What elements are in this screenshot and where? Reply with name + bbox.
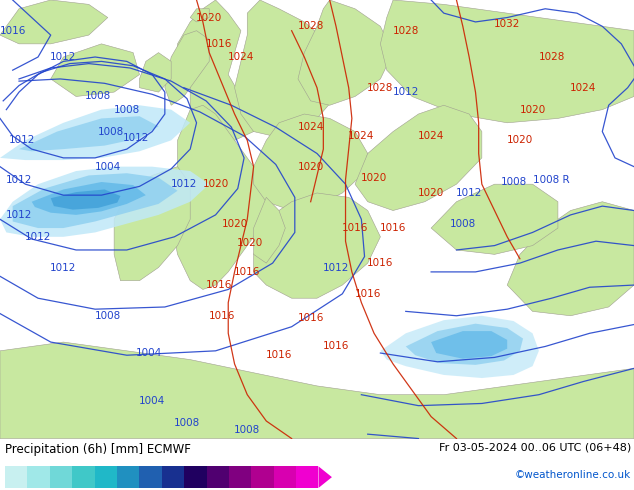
Text: 1012: 1012 <box>6 210 32 220</box>
Polygon shape <box>0 167 209 237</box>
Text: 1016: 1016 <box>380 223 406 233</box>
Text: 1024: 1024 <box>228 52 254 62</box>
Bar <box>162 466 184 488</box>
Text: Precipitation (6h) [mm] ECMWF: Precipitation (6h) [mm] ECMWF <box>5 442 191 456</box>
Text: 1020: 1020 <box>507 135 533 146</box>
Polygon shape <box>406 324 523 365</box>
Text: 1016: 1016 <box>367 258 394 268</box>
Text: Fr 03-05-2024 00..06 UTC (06+48): Fr 03-05-2024 00..06 UTC (06+48) <box>439 442 631 453</box>
Text: 1028: 1028 <box>297 21 324 31</box>
Text: 1020: 1020 <box>237 239 264 248</box>
Text: 1008: 1008 <box>85 92 112 101</box>
Bar <box>229 466 251 488</box>
Bar <box>251 466 274 488</box>
Polygon shape <box>19 116 158 151</box>
Bar <box>94 466 117 488</box>
Text: 1008: 1008 <box>500 177 527 187</box>
Text: 1016: 1016 <box>323 342 349 351</box>
Text: 1020: 1020 <box>519 105 546 115</box>
Text: 1016: 1016 <box>0 25 26 36</box>
Text: 1004: 1004 <box>139 396 165 406</box>
Text: 1028: 1028 <box>538 52 565 62</box>
Text: 1016: 1016 <box>209 311 235 321</box>
Text: 1012: 1012 <box>323 263 349 272</box>
Text: 1004: 1004 <box>136 348 162 358</box>
Text: 1012: 1012 <box>392 87 419 97</box>
Text: 1020: 1020 <box>221 219 248 229</box>
Polygon shape <box>32 182 146 215</box>
Text: 1016: 1016 <box>342 223 368 233</box>
Text: 1024: 1024 <box>348 131 375 141</box>
Text: 1020: 1020 <box>297 162 324 172</box>
Bar <box>139 466 162 488</box>
Text: 1016: 1016 <box>205 280 232 290</box>
Text: 1008: 1008 <box>113 105 140 115</box>
Text: 1012: 1012 <box>50 263 77 272</box>
Text: 1012: 1012 <box>123 133 150 143</box>
Text: 1020: 1020 <box>196 13 223 23</box>
Polygon shape <box>318 466 332 488</box>
Text: 1008: 1008 <box>98 126 124 137</box>
Text: 1008: 1008 <box>174 418 200 428</box>
Text: 1008: 1008 <box>450 219 476 229</box>
Bar <box>207 466 229 488</box>
Text: 1016: 1016 <box>205 39 232 49</box>
Text: 1008: 1008 <box>234 425 261 435</box>
Text: 1024: 1024 <box>418 131 444 141</box>
Text: 1020: 1020 <box>361 172 387 183</box>
Polygon shape <box>51 190 120 210</box>
Bar <box>274 466 296 488</box>
Text: 1012: 1012 <box>456 188 482 198</box>
Text: 1008 R: 1008 R <box>533 175 570 185</box>
Bar <box>27 466 50 488</box>
Text: 1032: 1032 <box>494 19 521 29</box>
Text: 1012: 1012 <box>9 135 36 146</box>
Text: 1016: 1016 <box>297 313 324 323</box>
Text: 1028: 1028 <box>367 83 394 93</box>
Polygon shape <box>431 331 507 359</box>
Text: 1016: 1016 <box>354 289 381 299</box>
Text: 1028: 1028 <box>392 25 419 36</box>
Text: ©weatheronline.co.uk: ©weatheronline.co.uk <box>515 469 631 480</box>
Bar <box>50 466 72 488</box>
Text: 1020: 1020 <box>202 179 229 189</box>
Bar <box>5 466 27 488</box>
Text: 1024: 1024 <box>297 122 324 132</box>
Text: 1012: 1012 <box>50 52 77 62</box>
Text: 1012: 1012 <box>25 232 51 242</box>
Text: 1012: 1012 <box>171 179 197 189</box>
Bar <box>184 466 207 488</box>
Text: 1008: 1008 <box>94 311 121 321</box>
Text: 1012: 1012 <box>6 175 32 185</box>
Bar <box>296 466 318 488</box>
Text: 1016: 1016 <box>266 350 292 360</box>
Text: 1016: 1016 <box>234 267 261 277</box>
Text: 1020: 1020 <box>418 188 444 198</box>
Text: 1004: 1004 <box>94 162 121 172</box>
Polygon shape <box>13 173 178 228</box>
Bar <box>117 466 139 488</box>
Polygon shape <box>0 105 190 160</box>
Text: 1024: 1024 <box>570 83 597 93</box>
Bar <box>72 466 94 488</box>
Polygon shape <box>380 316 539 378</box>
